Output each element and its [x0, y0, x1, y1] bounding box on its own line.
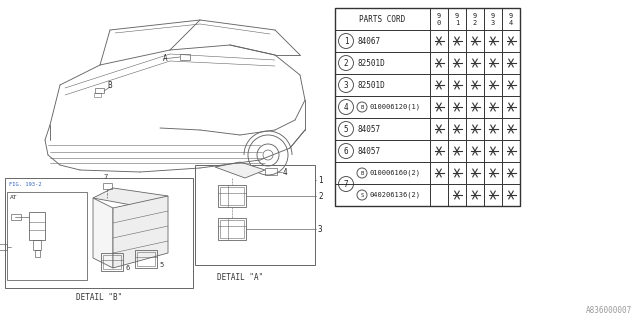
Text: 1: 1 — [344, 36, 348, 45]
Circle shape — [339, 34, 353, 49]
Text: 84057: 84057 — [357, 124, 380, 133]
Circle shape — [339, 55, 353, 70]
Circle shape — [357, 102, 367, 112]
Bar — [29, 212, 45, 240]
Circle shape — [339, 77, 353, 92]
Text: 9
4: 9 4 — [509, 12, 513, 26]
Bar — [218, 185, 246, 207]
Text: 7: 7 — [104, 174, 108, 180]
Text: 7: 7 — [344, 180, 348, 188]
Bar — [33, 240, 41, 250]
Text: 3: 3 — [344, 81, 348, 90]
Text: 4: 4 — [344, 102, 348, 111]
Circle shape — [357, 168, 367, 178]
Circle shape — [357, 190, 367, 200]
Text: 1: 1 — [318, 175, 323, 185]
Bar — [137, 252, 155, 266]
Text: DETAIL "A": DETAIL "A" — [217, 273, 263, 282]
Text: 2: 2 — [344, 59, 348, 68]
Text: 9
0: 9 0 — [437, 12, 441, 26]
Text: 9
1: 9 1 — [455, 12, 459, 26]
Text: 82501D: 82501D — [357, 81, 385, 90]
Circle shape — [263, 150, 273, 160]
Polygon shape — [93, 188, 168, 208]
Text: 82501D: 82501D — [357, 59, 385, 68]
Bar — [94, 93, 101, 97]
Text: B: B — [108, 81, 112, 90]
Polygon shape — [215, 162, 265, 178]
Text: 040206136(2): 040206136(2) — [369, 192, 420, 198]
Bar — [180, 54, 190, 60]
Text: A836000007: A836000007 — [586, 306, 632, 315]
Bar — [0, 244, 7, 250]
Circle shape — [339, 100, 353, 115]
Bar — [11, 214, 21, 220]
Circle shape — [248, 135, 288, 175]
Text: S: S — [360, 193, 364, 197]
Circle shape — [339, 122, 353, 137]
Text: 5: 5 — [344, 124, 348, 133]
Bar — [5, 178, 193, 288]
Text: B: B — [360, 105, 364, 109]
Circle shape — [339, 143, 353, 158]
Text: 4: 4 — [283, 167, 287, 177]
Bar — [195, 165, 315, 265]
Text: 9
2: 9 2 — [473, 12, 477, 26]
Text: 5: 5 — [159, 262, 163, 268]
Circle shape — [339, 177, 353, 191]
Text: DETAIL "B": DETAIL "B" — [76, 293, 122, 302]
Bar — [103, 183, 112, 189]
Text: AT: AT — [10, 195, 17, 200]
Text: A: A — [163, 53, 167, 62]
Text: 6: 6 — [125, 265, 129, 271]
Bar — [220, 187, 244, 205]
Bar — [101, 253, 123, 271]
Bar — [218, 218, 246, 240]
Text: 2: 2 — [318, 191, 323, 201]
Text: PARTS CORD: PARTS CORD — [360, 14, 406, 23]
Bar — [265, 168, 277, 175]
Bar — [335, 8, 520, 206]
Polygon shape — [93, 198, 113, 268]
Bar — [220, 220, 244, 238]
Circle shape — [257, 144, 279, 166]
Bar — [7, 192, 87, 280]
Text: 9
3: 9 3 — [491, 12, 495, 26]
Text: 84057: 84057 — [357, 147, 380, 156]
Text: 3: 3 — [318, 225, 323, 234]
Text: 84067: 84067 — [357, 36, 380, 45]
Text: 010006120(1): 010006120(1) — [369, 104, 420, 110]
Text: FIG. 193-2: FIG. 193-2 — [9, 182, 42, 187]
Bar — [135, 250, 157, 268]
Bar — [103, 255, 121, 269]
Polygon shape — [113, 196, 168, 268]
Bar — [95, 88, 104, 93]
Text: B: B — [360, 171, 364, 175]
Text: 6: 6 — [344, 147, 348, 156]
Bar — [35, 250, 40, 257]
Text: 010006160(2): 010006160(2) — [369, 170, 420, 176]
